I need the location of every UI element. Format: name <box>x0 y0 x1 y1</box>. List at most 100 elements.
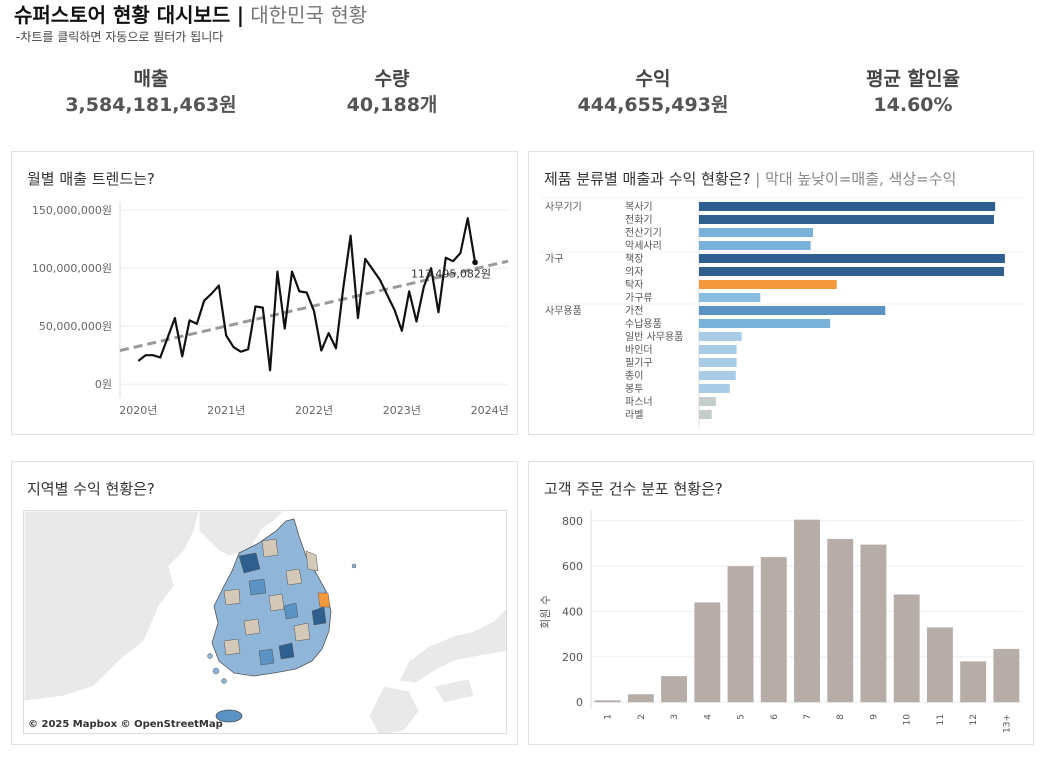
category-group-label: 사무기기 <box>545 201 582 213</box>
orders-bar <box>661 676 688 703</box>
map-credit: © 2025 Mapbox © OpenStreetMap <box>28 719 223 730</box>
category-item-label: 책장 <box>625 253 643 265</box>
kpi-discount: 평균 할인율 14.60% <box>793 66 1033 118</box>
category-bar <box>699 332 742 341</box>
trend-x-tick: 2021년 <box>207 404 245 417</box>
trend-y-tick: 100,000,000원 <box>32 262 112 275</box>
category-bar <box>699 358 737 367</box>
category-title: 제품 분류별 매출과 수익 현황은? | 막대 높낮이=매출, 색상=수익 <box>544 168 956 189</box>
kpi-sales: 매출 3,584,181,463원 <box>31 66 271 118</box>
orders-bar <box>827 538 854 703</box>
trend-x-tick: 2024년 <box>471 404 509 417</box>
category-item-label: 종이 <box>625 370 643 382</box>
orders-bar <box>993 648 1020 703</box>
kpi-profit: 수익 444,655,493원 <box>533 66 773 118</box>
category-item-label: 라벨 <box>625 409 643 421</box>
kpi-label: 수익 <box>635 68 671 90</box>
orders-x-tick: 9 <box>869 714 879 720</box>
orders-bar <box>794 519 820 703</box>
kpi-value: 444,655,493원 <box>577 94 729 116</box>
trend-annotation: 113,495,082원 <box>411 267 491 280</box>
category-bar <box>699 345 737 354</box>
kpi-value: 40,188개 <box>346 94 438 116</box>
orders-x-tick: 1 <box>604 714 614 720</box>
orders-bar <box>727 566 754 703</box>
orders-x-tick: 3 <box>670 714 680 720</box>
category-bar <box>699 371 736 380</box>
orders-x-tick: 2 <box>637 714 647 720</box>
trend-series-line <box>137 217 477 372</box>
category-item-label: 복사기 <box>625 201 653 213</box>
title-main: 슈퍼스토어 현황 대시보드 <box>14 3 231 27</box>
orders-y-tick: 0 <box>576 696 583 709</box>
trend-y-tick: 0원 <box>95 378 112 391</box>
region-panel: 지역별 수익 현황은? <box>11 461 518 745</box>
category-item-label: 수납용품 <box>625 318 662 330</box>
orders-x-tick: 5 <box>737 714 747 720</box>
category-bar <box>699 319 831 328</box>
map-region-jeju <box>215 709 243 723</box>
category-item-label: 파스너 <box>625 396 653 408</box>
orders-bar <box>926 627 953 703</box>
map-graphic <box>24 511 506 733</box>
category-item-label: 전화기 <box>625 214 653 226</box>
kpi-label: 매출 <box>133 68 169 90</box>
category-title-sub: 막대 높낮이=매출, 색상=수익 <box>765 170 957 188</box>
orders-bar <box>694 602 721 703</box>
orders-x-tick: 10 <box>903 714 913 726</box>
trend-regression-line <box>119 259 509 353</box>
kpi-label: 평균 할인율 <box>865 68 960 90</box>
category-bar <box>699 241 811 250</box>
orders-bar <box>594 700 621 703</box>
kpi-label: 수량 <box>374 68 410 90</box>
category-bar <box>699 267 1005 276</box>
map-land-china <box>24 511 200 702</box>
title-country: 대한민국 현황 <box>250 3 368 27</box>
map-land-japan <box>398 607 506 684</box>
category-bar <box>699 410 712 419</box>
trend-panel: 월별 매출 트렌드는? 0원 50,000,000원 100,000,000원 150… <box>11 151 518 435</box>
trend-y-tick: 50,000,000원 <box>39 320 112 333</box>
orders-y-tick: 800 <box>562 515 583 528</box>
orders-y-tick: 400 <box>562 606 583 619</box>
region-title: 지역별 수익 현황은? <box>27 480 155 498</box>
category-bar <box>699 293 761 302</box>
category-group-label: 사무용품 <box>545 305 582 317</box>
category-panel: 제품 분류별 매출과 수익 현황은? | 막대 높낮이=매출, 색상=수익 사무… <box>528 151 1034 435</box>
category-title-sep: | <box>755 170 761 188</box>
orders-title: 고객 주문 건수 분포 현황은? <box>544 480 723 498</box>
kpi-value: 14.60% <box>873 94 953 116</box>
title-separator: | <box>236 3 244 27</box>
orders-x-tick: 12 <box>969 714 979 725</box>
orders-x-tick: 8 <box>836 714 846 720</box>
orders-bar <box>893 594 920 703</box>
category-item-label: 의자 <box>625 266 643 278</box>
dashboard-subtitle: -차트를 클릭하면 자동으로 필터가 됩니다 <box>16 30 224 44</box>
trend-x-tick: 2022년 <box>295 404 333 417</box>
category-bar <box>699 228 814 237</box>
map-land-shikoku <box>433 678 475 704</box>
region-map[interactable]: © 2025 Mapbox © OpenStreetMap <box>23 510 507 734</box>
category-item-label: 탁자 <box>625 279 643 291</box>
category-item-label: 봉투 <box>625 383 643 395</box>
category-bar <box>699 397 716 406</box>
orders-x-tick: 6 <box>770 714 780 720</box>
orders-x-tick: 11 <box>936 714 946 725</box>
category-bar <box>699 306 886 315</box>
trend-y-tick: 150,000,000원 <box>32 204 112 217</box>
category-bar <box>699 254 1005 263</box>
category-item-label: 일반 사무용품 <box>625 331 683 343</box>
trend-chart[interactable]: 0원 50,000,000원 100,000,000원 150,000,000원 202… <box>12 152 517 434</box>
category-bar <box>699 280 837 289</box>
orders-bar <box>627 694 654 703</box>
map-land-kyushu <box>368 685 420 733</box>
trend-x-tick: 2020년 <box>119 404 157 417</box>
trend-x-tick: 2023년 <box>383 404 421 417</box>
category-item-label: 가구류 <box>625 292 653 304</box>
kpi-value: 3,584,181,463원 <box>65 94 237 116</box>
orders-y-tick: 600 <box>562 560 583 573</box>
orders-x-tick: 4 <box>703 714 713 720</box>
